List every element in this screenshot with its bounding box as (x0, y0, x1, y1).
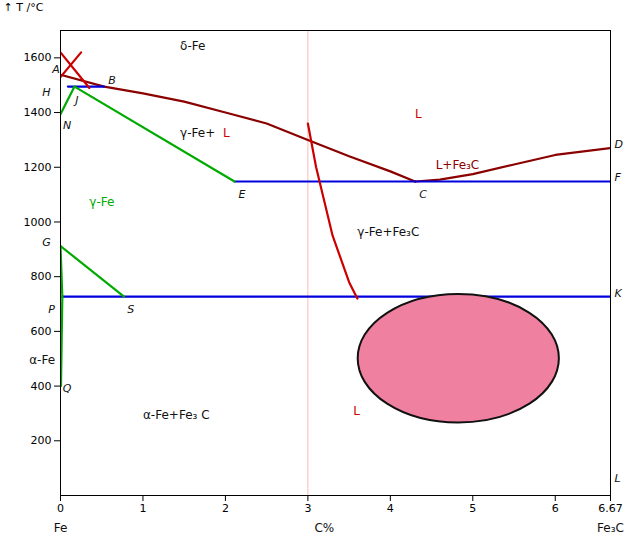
svg-text:γ-Fe: γ-Fe (89, 195, 114, 209)
svg-text:B: B (108, 74, 116, 87)
svg-text:400: 400 (31, 380, 52, 393)
svg-text:γ-Fe+: γ-Fe+ (180, 126, 215, 140)
svg-text:6: 6 (552, 502, 559, 515)
svg-text:1000: 1000 (24, 215, 52, 228)
svg-text:L: L (415, 107, 422, 121)
svg-text:4: 4 (387, 502, 394, 515)
svg-text:K: K (615, 287, 623, 300)
svg-text:600: 600 (31, 325, 52, 338)
svg-text:0: 0 (57, 502, 64, 515)
svg-text:G: G (42, 236, 51, 249)
svg-text:200: 200 (31, 434, 52, 447)
svg-text:P: P (48, 303, 55, 316)
svg-text:S: S (127, 303, 134, 316)
svg-text:γ-Fe+Fe₃C: γ-Fe+Fe₃C (357, 225, 419, 239)
svg-text:5: 5 (469, 502, 476, 515)
svg-text:6.67: 6.67 (598, 502, 623, 515)
svg-text:Q: Q (63, 382, 72, 395)
svg-text:L: L (353, 404, 360, 418)
svg-text:1200: 1200 (24, 161, 52, 174)
svg-text:F: F (615, 171, 622, 184)
svg-text:Fe: Fe (54, 521, 68, 535)
svg-text:1600: 1600 (24, 51, 52, 64)
svg-text:A: A (51, 63, 60, 76)
svg-text:800: 800 (31, 270, 52, 283)
svg-text:α-Fe+Fe₃ C: α-Fe+Fe₃ C (143, 408, 210, 422)
svg-text:C: C (419, 188, 427, 201)
svg-text:L: L (615, 472, 621, 485)
svg-text:↑ T /°C: ↑ T /°C (4, 1, 44, 14)
svg-text:J: J (73, 94, 78, 107)
svg-text:Fe₃C: Fe₃C (597, 521, 624, 535)
svg-text:L+Fe₃C: L+Fe₃C (436, 158, 480, 172)
svg-text:3: 3 (304, 502, 311, 515)
svg-text:α-Fe: α-Fe (29, 353, 55, 367)
svg-text:N: N (63, 119, 71, 132)
svg-text:H: H (42, 86, 50, 99)
svg-text:L: L (223, 126, 230, 140)
svg-text:1400: 1400 (24, 106, 52, 119)
svg-text:E: E (239, 188, 246, 201)
svg-text:1: 1 (139, 502, 146, 515)
svg-text:D: D (615, 138, 623, 151)
svg-text:C%: C% (314, 521, 334, 535)
svg-text:δ-Fe: δ-Fe (180, 39, 205, 53)
svg-text:2: 2 (222, 502, 229, 515)
